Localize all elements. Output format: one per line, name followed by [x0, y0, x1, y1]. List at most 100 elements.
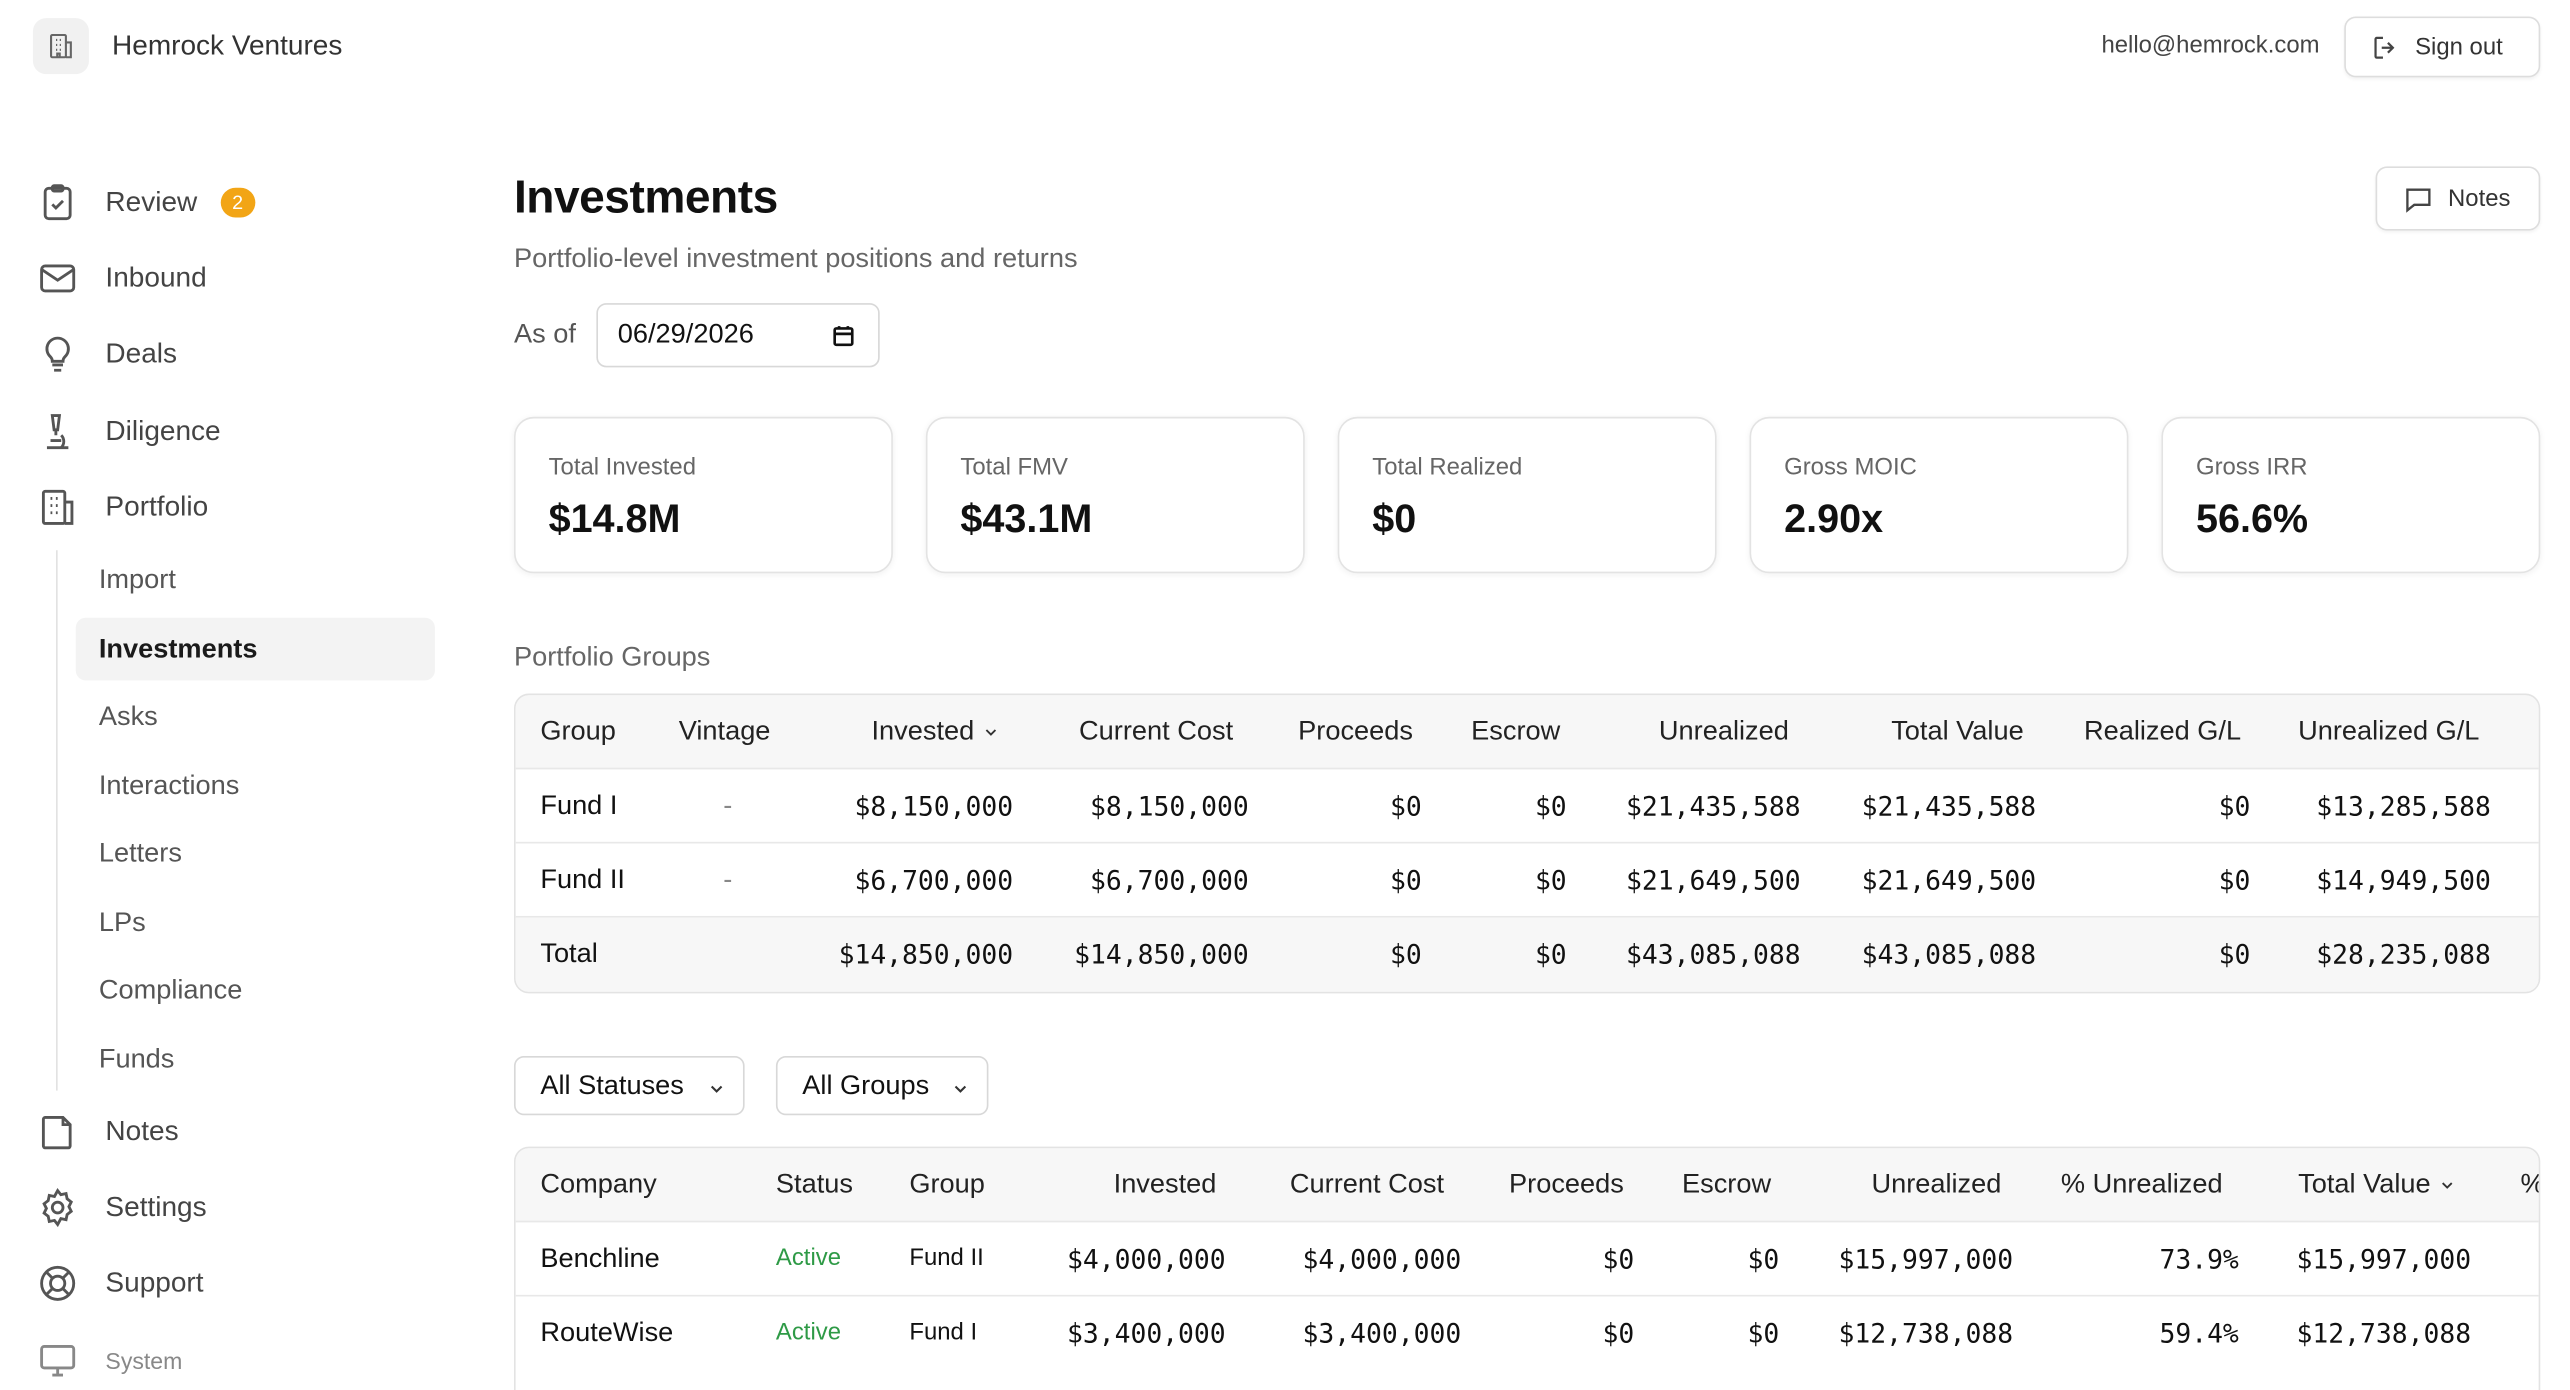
stat-label: Total FMV: [960, 454, 1068, 482]
sidebar-item-settings[interactable]: Settings: [36, 1183, 207, 1232]
page-subtitle: Portfolio-level investment positions and…: [513, 243, 1078, 274]
sidebar-subitem-import[interactable]: Import: [98, 564, 176, 594]
table-header-row: Group Vintage Invested Current Cost Proc…: [515, 695, 2539, 770]
column-header[interactable]: Current Cost: [1289, 1169, 1444, 1200]
invested-cell: $8,150,000: [854, 790, 1014, 823]
sidebar-subitem-asks[interactable]: Asks: [98, 700, 158, 731]
sidebar-subitem-compliance[interactable]: Compliance: [98, 974, 243, 1005]
proceeds-cell: $0: [1602, 1243, 1635, 1276]
table-row[interactable]: Fund II - $6,700,000 $6,700,000 $0 $0 $2…: [515, 843, 2539, 918]
escrow-cell: $0: [1534, 790, 1567, 823]
chevron-down-icon: [2442, 1182, 2453, 1190]
sidebar-item-notes[interactable]: Notes: [36, 1107, 179, 1156]
column-header[interactable]: %: [2521, 1148, 2539, 1222]
column-header[interactable]: Unrealized: [1871, 1169, 2002, 1200]
status-filter-value: All Statuses: [540, 1069, 684, 1100]
sidebar-subitem-investments[interactable]: Investments: [75, 617, 435, 681]
table-row[interactable]: Benchline Active Fund II $4,000,000 $4,0…: [515, 1222, 2539, 1297]
current-cost-cell: $14,850,000: [1074, 939, 1249, 971]
building-icon: [50, 33, 72, 59]
column-header[interactable]: Status: [775, 1169, 853, 1200]
group-cell: Fund II: [540, 864, 625, 895]
stat-value: $14.8M: [548, 497, 681, 542]
stat-label: Gross IRR: [2195, 454, 2308, 482]
company-cell[interactable]: Benchline: [540, 1243, 660, 1274]
column-header[interactable]: Total Value: [1891, 716, 2024, 747]
sidebar-subitem-lps[interactable]: LPs: [98, 906, 146, 937]
proceeds-cell: $0: [1389, 790, 1422, 823]
section-label-portfolio-groups: Portfolio Groups: [513, 642, 711, 673]
column-header[interactable]: Proceeds: [1509, 1169, 1624, 1200]
sidebar-item-portfolio[interactable]: Portfolio: [36, 483, 208, 532]
comment-icon: [2406, 187, 2431, 212]
vintage-cell: -: [723, 790, 733, 821]
realized-gl-cell: $0: [2218, 939, 2251, 971]
building-icon: [41, 489, 74, 525]
chevron-down-icon: [985, 729, 997, 737]
column-header[interactable]: Group: [909, 1169, 985, 1200]
column-header[interactable]: Unrealized: [1658, 716, 1789, 747]
stat-label: Total Invested: [548, 454, 697, 482]
stat-value: $43.1M: [960, 497, 1093, 542]
as-of-label: As of: [513, 319, 576, 350]
group-cell: Fund I: [909, 1319, 978, 1346]
column-header[interactable]: Invested: [1113, 1169, 1217, 1200]
calendar-icon[interactable]: [830, 323, 856, 349]
column-header[interactable]: Group: [540, 716, 616, 747]
column-header-invested-sorted[interactable]: Invested: [871, 695, 999, 769]
chevron-down-icon: [954, 1085, 967, 1093]
sidebar-item-deals[interactable]: Deals: [36, 329, 177, 378]
vintage-cell: -: [723, 864, 733, 895]
sidebar-item-review[interactable]: Review 2: [36, 178, 255, 227]
portfolio-groups-table: Group Vintage Invested Current Cost Proc…: [513, 693, 2541, 994]
column-header-label: Total Value: [2298, 1169, 2431, 1200]
sign-out-icon: [2374, 35, 2395, 58]
company-cell[interactable]: RouteWise: [540, 1317, 674, 1348]
table-row[interactable]: Fund I - $8,150,000 $8,150,000 $0 $0 $21…: [515, 769, 2539, 844]
current-cost-cell: $4,000,000: [1302, 1243, 1462, 1276]
column-header[interactable]: Escrow: [1471, 716, 1561, 747]
column-header[interactable]: Proceeds: [1298, 716, 1414, 747]
notes-button[interactable]: Notes: [2375, 166, 2541, 231]
as-of-date-input[interactable]: 06/29/2026: [596, 303, 880, 368]
escrow-cell: $0: [1534, 939, 1567, 971]
sidebar-item-system[interactable]: System: [36, 1336, 182, 1385]
sidebar-item-inbound[interactable]: Inbound: [36, 254, 207, 303]
column-header-label: Invested: [871, 716, 975, 747]
column-header-total-value-sorted[interactable]: Total Value: [2298, 1148, 2456, 1222]
sidebar-subitem-letters[interactable]: Letters: [98, 837, 182, 868]
sidebar-item-label: Settings: [105, 1191, 207, 1223]
top-bar: Hemrock Ventures hello@hemrock.com Sign …: [0, 0, 2570, 96]
invested-cell: $14,850,000: [838, 939, 1014, 971]
lifebuoy-icon: [40, 1265, 76, 1301]
total-label-cell: Total: [540, 939, 598, 969]
column-header[interactable]: Company: [540, 1169, 657, 1200]
unrealized-cell: $12,738,088: [1838, 1317, 2014, 1350]
column-header[interactable]: Unrealized G/L: [2298, 716, 2480, 747]
user-email: hello@hemrock.com: [2101, 32, 2320, 60]
column-header[interactable]: Current Cost: [1079, 716, 1234, 747]
group-filter-select[interactable]: All Groups: [775, 1055, 989, 1116]
sidebar-subitem-interactions[interactable]: Interactions: [98, 770, 240, 800]
proceeds-cell: $0: [1389, 939, 1422, 971]
column-header[interactable]: Escrow: [1681, 1169, 1772, 1200]
sidebar-item-label: Diligence: [105, 415, 221, 447]
column-header[interactable]: Realized G/L: [2083, 716, 2242, 747]
lightbulb-icon: [45, 336, 70, 372]
invested-cell: $4,000,000: [1066, 1243, 1226, 1276]
current-cost-cell: $8,150,000: [1090, 790, 1249, 823]
sign-out-button[interactable]: Sign out: [2344, 16, 2541, 78]
brand-logo[interactable]: [32, 18, 89, 75]
sidebar-item-support[interactable]: Support: [36, 1259, 204, 1308]
table-row[interactable]: RouteWise Active Fund I $3,400,000 $3,40…: [516, 1297, 2539, 1371]
realized-gl-cell: $0: [2218, 864, 2251, 897]
group-cell: Fund II: [909, 1245, 984, 1272]
column-header[interactable]: % Unrealized: [2060, 1169, 2223, 1200]
status-filter-select[interactable]: All Statuses: [513, 1055, 745, 1116]
column-header[interactable]: Vintage: [678, 716, 771, 747]
proceeds-cell: $0: [1602, 1317, 1635, 1350]
sidebar-item-diligence[interactable]: Diligence: [36, 407, 221, 456]
total-value-cell: $21,649,500: [1861, 864, 2037, 897]
percent-unrealized-cell: 73.9%: [2159, 1243, 2239, 1276]
sidebar-subitem-funds[interactable]: Funds: [98, 1043, 175, 1074]
